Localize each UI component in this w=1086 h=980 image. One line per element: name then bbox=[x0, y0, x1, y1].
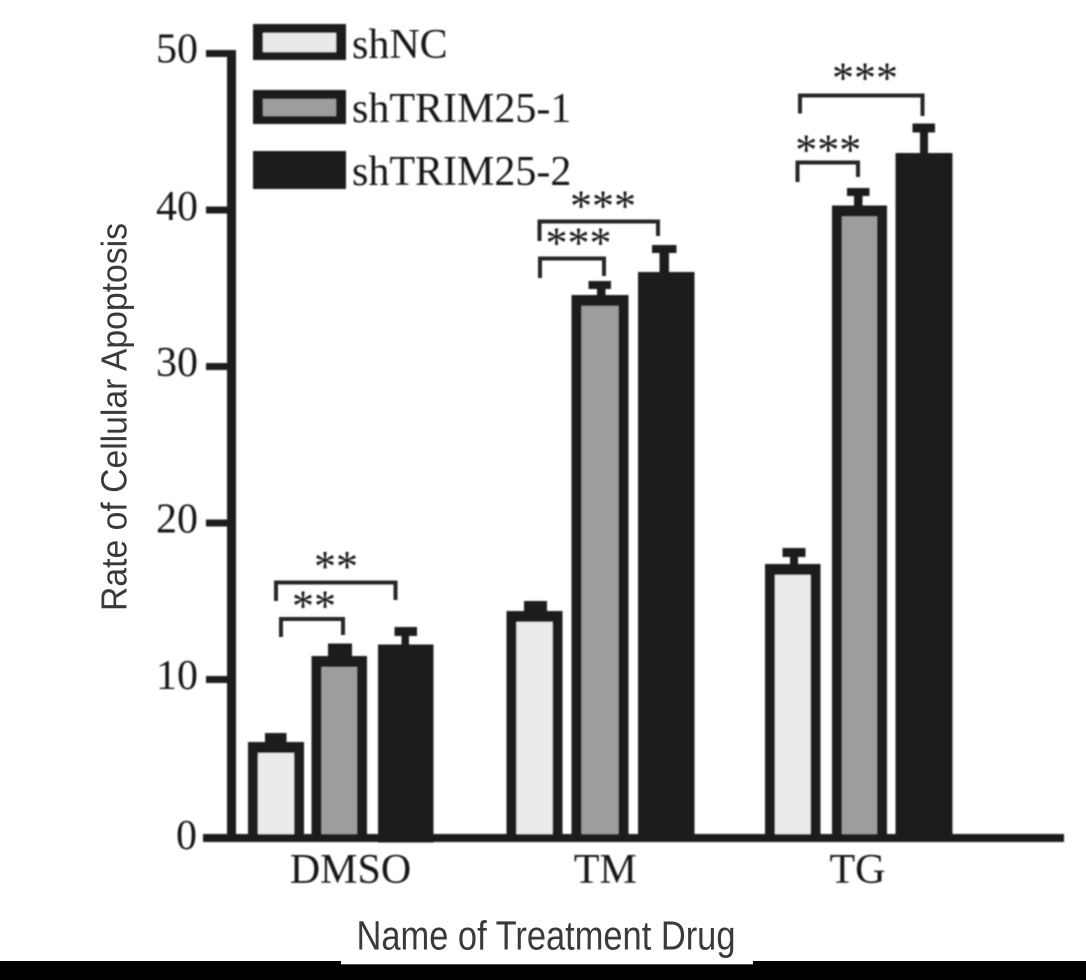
svg-text:***: *** bbox=[570, 181, 636, 230]
svg-text:DMSO: DMSO bbox=[290, 847, 411, 893]
svg-text:**: ** bbox=[314, 542, 358, 591]
svg-text:***: *** bbox=[546, 218, 612, 267]
svg-text:30: 30 bbox=[156, 340, 198, 386]
svg-text:shTRIM25-1: shTRIM25-1 bbox=[352, 86, 571, 132]
svg-text:0: 0 bbox=[176, 813, 197, 859]
svg-text:***: *** bbox=[795, 126, 861, 175]
svg-text:***: *** bbox=[832, 54, 898, 103]
svg-text:**: ** bbox=[292, 582, 336, 631]
svg-text:TG: TG bbox=[830, 847, 886, 893]
svg-text:TM: TM bbox=[574, 847, 637, 893]
svg-text:50: 50 bbox=[156, 26, 198, 72]
svg-text:Rate of Cellular Apoptosis: Rate of Cellular Apoptosis bbox=[94, 223, 135, 611]
svg-text:10: 10 bbox=[156, 653, 198, 699]
svg-text:Name of Treatment Drug: Name of Treatment Drug bbox=[357, 913, 736, 959]
svg-text:20: 20 bbox=[156, 497, 198, 543]
svg-text:shNC: shNC bbox=[352, 22, 448, 68]
svg-text:40: 40 bbox=[156, 184, 198, 230]
svg-text:shTRIM25-2: shTRIM25-2 bbox=[352, 149, 571, 195]
